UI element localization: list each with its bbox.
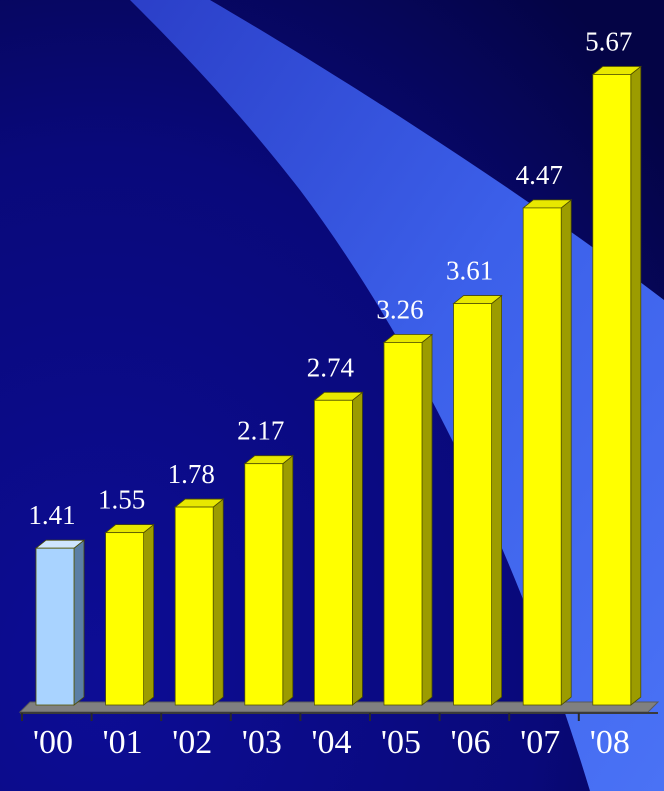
bar-2	[174, 498, 225, 706]
bar-side	[491, 294, 503, 706]
bar-side	[351, 391, 363, 706]
bar-front	[522, 207, 562, 706]
category-label: '08	[590, 724, 630, 761]
bar-front	[592, 74, 632, 706]
bar-8	[591, 65, 642, 706]
value-label: 5.67	[585, 26, 632, 56]
bar-front	[244, 463, 284, 706]
category-label: '04	[311, 724, 351, 761]
bar-front	[453, 303, 493, 706]
category-label: '00	[33, 724, 73, 761]
bar-4	[313, 391, 364, 706]
category-label: '02	[172, 724, 212, 761]
bar-series	[34, 65, 642, 706]
value-label: 1.78	[168, 459, 215, 489]
category-label: '01	[103, 724, 143, 761]
bar-front	[174, 506, 214, 706]
value-label: 3.61	[446, 256, 493, 286]
bar-7	[522, 199, 573, 706]
bar-side	[212, 498, 224, 706]
value-label: 2.17	[237, 416, 284, 446]
bar-1	[104, 523, 155, 706]
bar-side	[73, 539, 85, 706]
value-label: 3.26	[376, 294, 423, 324]
category-label: '05	[381, 724, 421, 761]
bar-5	[382, 333, 434, 706]
value-label: 1.41	[28, 500, 75, 530]
category-label: '06	[451, 724, 491, 761]
bar-side	[560, 199, 572, 706]
bar-side	[630, 65, 642, 706]
bar-front	[383, 342, 423, 706]
bar-side	[421, 333, 433, 706]
value-label: 4.47	[516, 160, 563, 190]
value-label: 1.55	[98, 485, 145, 515]
bar-front	[313, 399, 353, 706]
value-label: 2.74	[307, 352, 355, 382]
bar-side	[282, 454, 294, 706]
bar-front	[105, 532, 144, 706]
bar-3	[243, 454, 294, 706]
bar-front	[35, 547, 75, 706]
bar-side	[143, 523, 155, 706]
bar-0	[34, 539, 86, 706]
category-labels: '00 '01 '02 '03 '04 '05 '06 '07 '08	[21, 713, 630, 761]
category-label: '03	[242, 724, 282, 761]
category-label: '07	[520, 724, 560, 761]
bar-6	[452, 294, 503, 706]
value-labels: 1.41 1.55 1.78 2.17 2.74 3.26 3.61 4.47 5.67	[28, 26, 632, 530]
